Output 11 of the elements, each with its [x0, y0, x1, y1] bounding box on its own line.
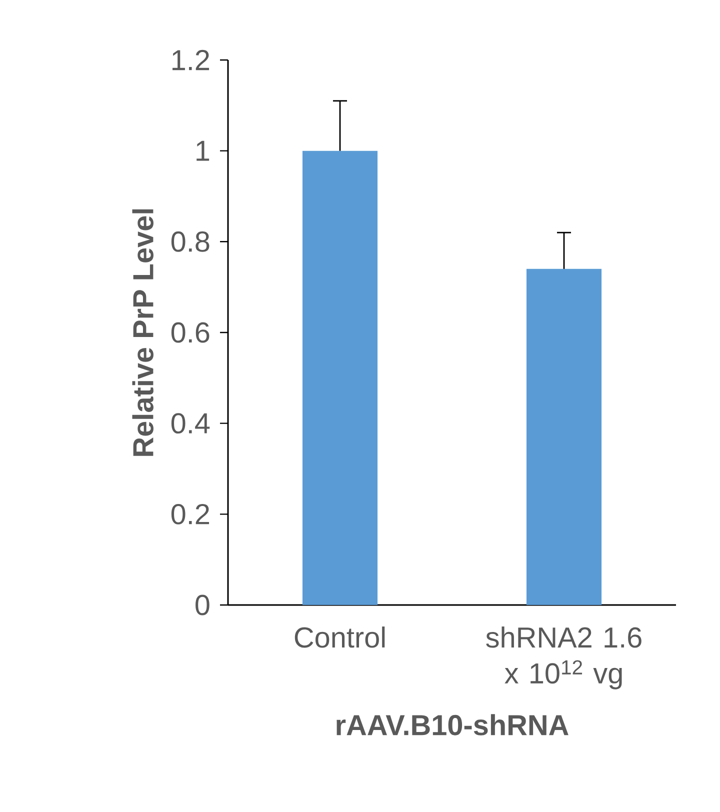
y-tick-label: 0	[196, 594, 210, 616]
y-tick-label: 0.4	[171, 413, 210, 434]
y-tick-label: 0.8	[171, 231, 210, 252]
y-tick-label: 0.6	[171, 322, 210, 343]
y-tick-label: 1	[196, 140, 210, 161]
x-tick-label: Control	[294, 626, 385, 648]
x-tick-label: shRNA2 1.6 x 10$^{12}$ vg	[486, 626, 642, 690]
x-axis-title: rAAV.B10-shRNA	[336, 714, 568, 736]
y-axis-title: Relative PrP Level	[132, 209, 154, 456]
y-tick-label: 0.2	[171, 504, 210, 524]
y-tick-label: 1.2	[172, 50, 210, 70]
